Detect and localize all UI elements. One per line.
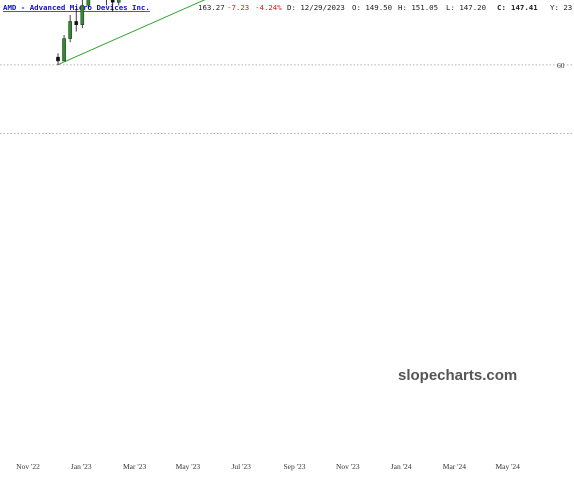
last-price: 163.27 — [198, 3, 225, 12]
y-tick-label: 80 — [557, 0, 565, 1]
candle-body — [68, 21, 72, 39]
candle-body — [80, 5, 85, 25]
x-tick-label: Sep '23 — [284, 462, 306, 471]
reference-levels — [0, 64, 574, 134]
high-readout: H: 151.05 — [398, 3, 438, 12]
price-change-percent: -4.24% — [255, 3, 282, 12]
trendlines — [57, 0, 206, 66]
watermark: slopecharts.com — [398, 367, 517, 384]
x-tick-label: Nov '23 — [336, 462, 360, 471]
candle-body — [56, 56, 60, 62]
x-tick-label: Jul '23 — [231, 462, 251, 471]
x-tick-label: Mar '23 — [123, 462, 146, 471]
y-tick-label: 60 — [557, 61, 565, 70]
y-readout: Y: 23 — [550, 3, 572, 12]
x-tick-label: Jan '24 — [391, 462, 412, 471]
support-trendline — [57, 0, 206, 66]
low-readout: L: 147.20 — [446, 3, 486, 12]
date-readout: D: 12/29/2023 — [287, 3, 345, 12]
close-value: 147.41 — [511, 3, 538, 12]
time-axis: Nov '22 Jan '23 Mar '23 May '23 Jul '23 Sep '… — [16, 462, 520, 471]
x-tick-label: Jan '23 — [71, 462, 92, 471]
close-label: C: — [497, 3, 506, 12]
x-tick-label: May '23 — [176, 462, 201, 471]
candle-body — [110, 0, 115, 3]
x-tick-label: Mar '24 — [443, 462, 466, 471]
x-tick-label: Nov '22 — [16, 462, 40, 471]
price-axis: 6080100120140160180200220240260280300 — [557, 0, 565, 70]
candle-body — [116, 0, 121, 3]
open-readout: O: 149.50 — [352, 3, 392, 12]
chart-header: AMD - Advanced Micro Devices Inc. 163.27… — [3, 3, 572, 12]
candles — [56, 0, 121, 65]
ticker-title[interactable]: AMD - Advanced Micro Devices Inc. — [3, 3, 150, 12]
x-tick-label: May '24 — [495, 462, 520, 471]
candle-body — [74, 21, 79, 25]
candle-body — [62, 38, 66, 62]
price-change: -7.23 — [227, 3, 249, 12]
candle-body — [86, 0, 91, 6]
